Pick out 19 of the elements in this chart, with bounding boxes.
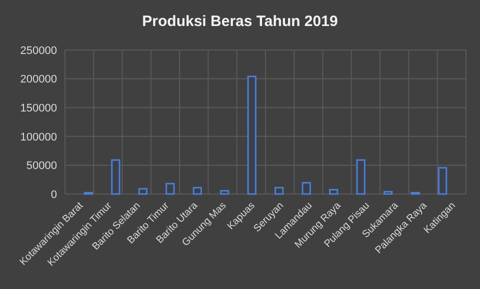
bar (111, 159, 120, 195)
bar (220, 190, 230, 195)
y-tick-label: 200000 (20, 74, 57, 86)
bar (166, 182, 175, 195)
chart-title: Produksi Beras Tahun 2019 (142, 13, 338, 30)
bar (192, 186, 202, 195)
bar (302, 182, 311, 195)
bar (438, 167, 448, 195)
bar (356, 159, 366, 195)
bar (247, 76, 256, 195)
y-tick-label: 0 (50, 188, 57, 201)
y-tick-label: 150000 (20, 102, 57, 114)
bar (329, 188, 338, 195)
y-tick-label: 50000 (26, 160, 57, 172)
bar (274, 186, 284, 195)
bar (138, 188, 148, 195)
y-tick-label: 250000 (20, 44, 57, 57)
bar (384, 190, 393, 195)
y-tick-label: 100000 (20, 131, 57, 144)
